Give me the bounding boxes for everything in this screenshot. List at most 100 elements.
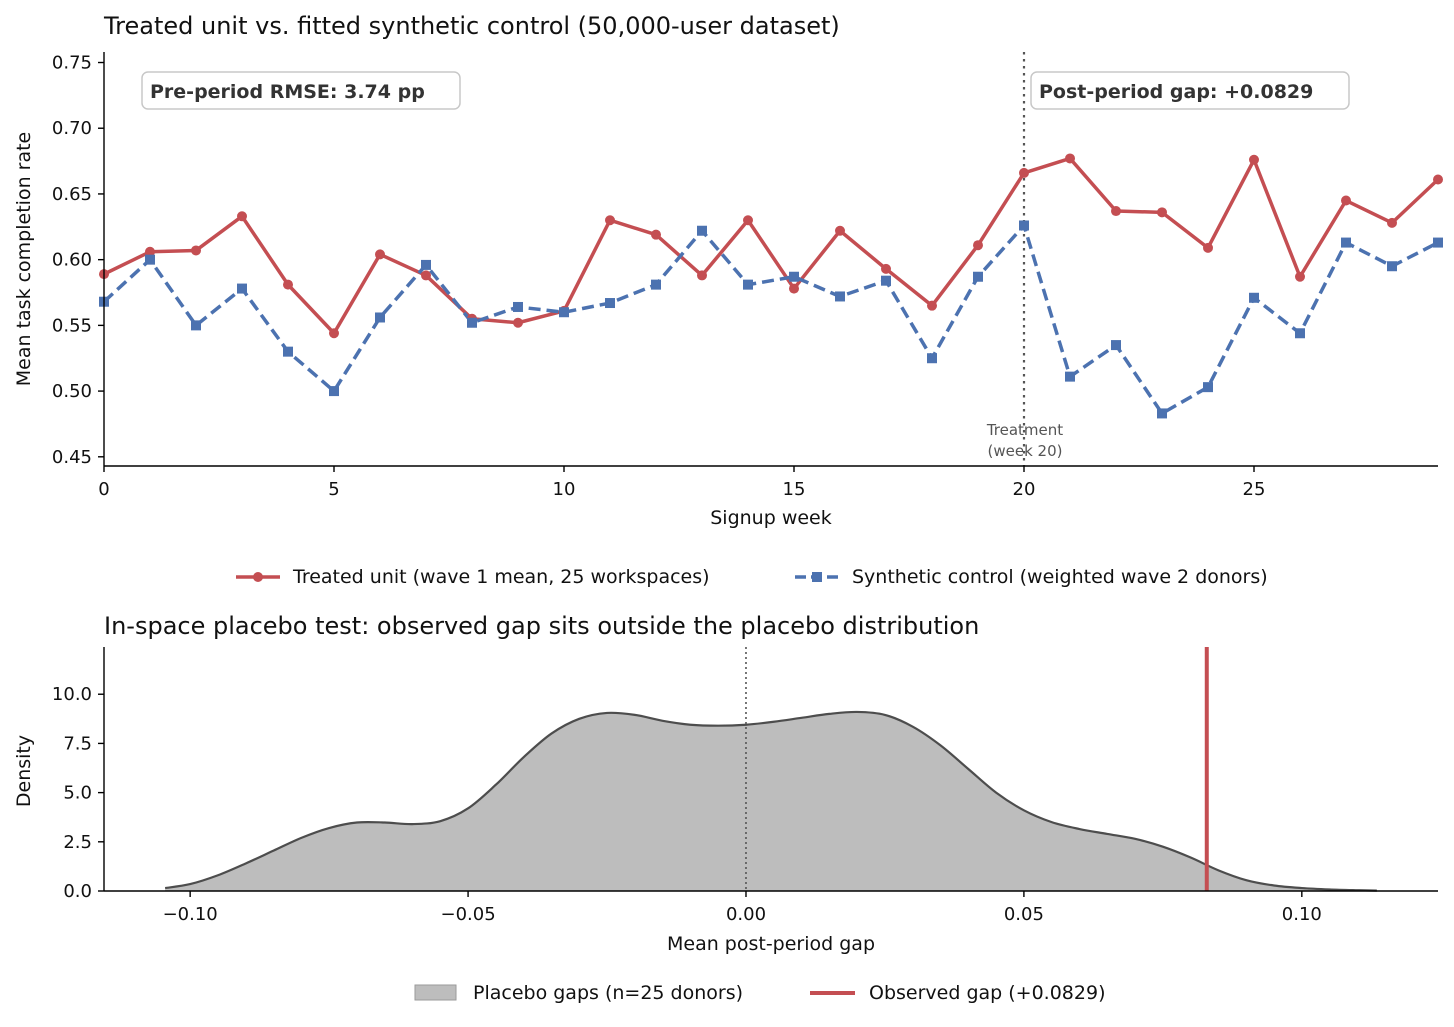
y-tick-label: 5.0 [63, 783, 92, 804]
legend-swatch-placebo [414, 984, 457, 1001]
legend-label-observed: Observed gap (+0.0829) [869, 982, 1105, 1004]
treated-point [789, 283, 799, 294]
synthetic-point [1433, 237, 1443, 248]
treated-point [1019, 167, 1029, 178]
treated-line [103, 156, 1440, 336]
synthetic-point [559, 307, 569, 318]
legend-marker-treated [253, 572, 263, 582]
synthetic-point [375, 312, 385, 323]
legend-label-synthetic: Synthetic control (weighted wave 2 donor… [852, 566, 1268, 588]
synthetic-point [789, 271, 799, 282]
synthetic-point [237, 283, 247, 294]
placebo-density-area [165, 711, 1377, 891]
treated-point [1295, 271, 1305, 282]
x-tick-label: 0.10 [1282, 904, 1322, 925]
treated-point [881, 263, 891, 274]
rmse-annotation: Pre-period RMSE: 3.74 pp [141, 71, 461, 110]
treated-point [1387, 217, 1397, 228]
x-axis-label: Signup week [710, 507, 832, 529]
treated-point [1065, 153, 1075, 164]
gap-text: Post-period gap: +0.0829 [1039, 81, 1313, 103]
synthetic-point [421, 259, 431, 270]
treated-point [145, 246, 155, 257]
legend-label-placebo: Placebo gaps (n=25 donors) [473, 982, 743, 1004]
gap-annotation: Post-period gap: +0.0829 [1030, 71, 1350, 110]
legend-marker-synthetic [812, 572, 822, 582]
synthetic-point [467, 317, 477, 328]
synthetic-point [1203, 382, 1213, 393]
synthetic-point [1111, 340, 1121, 351]
x-ticks: 0 5 10 15 20 25 [98, 466, 1265, 500]
x-ticks-placebo: −0.10 −0.05 0.00 0.05 0.10 [163, 891, 1322, 925]
treated-point [927, 300, 937, 311]
placebo-density-curve [164, 710, 1377, 892]
y-axis-label: Mean task completion rate [13, 132, 35, 386]
treated-point [1433, 174, 1443, 185]
synthetic-point [1341, 237, 1351, 248]
synthetic-point [1019, 220, 1029, 231]
gap-box [1030, 71, 1350, 110]
synthetic-point [1065, 371, 1075, 382]
legend-item-placebo: Placebo gaps (n=25 donors) [414, 982, 743, 1004]
treated-point [513, 317, 523, 328]
chart-title: Treated unit vs. fitted synthetic contro… [103, 12, 840, 40]
treated-point [651, 229, 661, 240]
y-tick-label: 0.70 [52, 118, 92, 139]
y-tick-label: 0.65 [52, 184, 92, 205]
treated-point [283, 279, 293, 290]
x-tick-label: 25 [1243, 479, 1266, 500]
x-tick-label: 0.00 [726, 904, 766, 925]
synthetic-point [605, 298, 615, 309]
y-tick-label: 7.5 [63, 733, 92, 754]
treated-point [1341, 195, 1351, 206]
x-tick-label: 10 [553, 479, 576, 500]
treated-point [605, 215, 615, 226]
bottom-legend: Placebo gaps (n=25 donors) Observed gap … [414, 982, 1105, 1004]
plot-area-placebo [164, 647, 1377, 892]
series-markers [99, 153, 1443, 419]
synthetic-point [927, 353, 937, 364]
series-lines [102, 156, 1440, 416]
legend-item-treated: Treated unit (wave 1 mean, 25 workspaces… [236, 566, 710, 588]
y-ticks: 0.45 0.50 0.55 0.60 0.65 0.70 0.75 [52, 53, 104, 468]
treated-point [375, 249, 385, 260]
synthetic-point [881, 275, 891, 286]
legend-label-treated: Treated unit (wave 1 mean, 25 workspaces… [292, 566, 710, 588]
x-tick-label: 0.05 [1004, 904, 1044, 925]
synthetic-point [651, 279, 661, 290]
y-tick-label: 0.45 [52, 447, 92, 468]
treated-point [1249, 154, 1259, 165]
y-tick-label: 0.55 [52, 315, 92, 336]
legend-item-observed: Observed gap (+0.0829) [810, 982, 1105, 1004]
treated-point [1157, 207, 1167, 218]
treated-point [835, 225, 845, 236]
treatment-label: Treatment [986, 421, 1063, 439]
synthetic-point [329, 386, 339, 397]
x-tick-label: 5 [328, 479, 339, 500]
treated-point [1111, 206, 1121, 217]
plot-area [99, 52, 1443, 466]
rmse-text: Pre-period RMSE: 3.74 pp [150, 81, 425, 103]
top-legend: Treated unit (wave 1 mean, 25 workspaces… [236, 566, 1268, 588]
y-tick-label: 0.60 [52, 250, 92, 271]
synthetic-point [973, 271, 983, 282]
synthetic-point [1387, 261, 1397, 272]
treated-point [743, 215, 753, 226]
synthetic-point [191, 320, 201, 331]
chart-title-placebo: In-space placebo test: observed gap sits… [104, 612, 979, 640]
x-tick-label: 15 [783, 479, 806, 500]
treated-point [697, 270, 707, 281]
treated-point [421, 270, 431, 281]
x-axis-label-placebo: Mean post-period gap [667, 933, 875, 955]
y-axis-label-placebo: Density [13, 735, 35, 807]
y-ticks-placebo: 0.0 2.5 5.0 7.5 10.0 [52, 684, 104, 902]
treated-point [329, 328, 339, 339]
synthetic-point [513, 301, 523, 312]
synthetic-control-chart: Treated unit vs. fitted synthetic contro… [13, 12, 1443, 588]
synthetic-point [743, 279, 753, 290]
treated-point [973, 240, 983, 251]
legend-item-synthetic: Synthetic control (weighted wave 2 donor… [795, 566, 1268, 588]
y-tick-label: 0.0 [63, 881, 92, 902]
y-tick-label: 2.5 [63, 832, 92, 853]
